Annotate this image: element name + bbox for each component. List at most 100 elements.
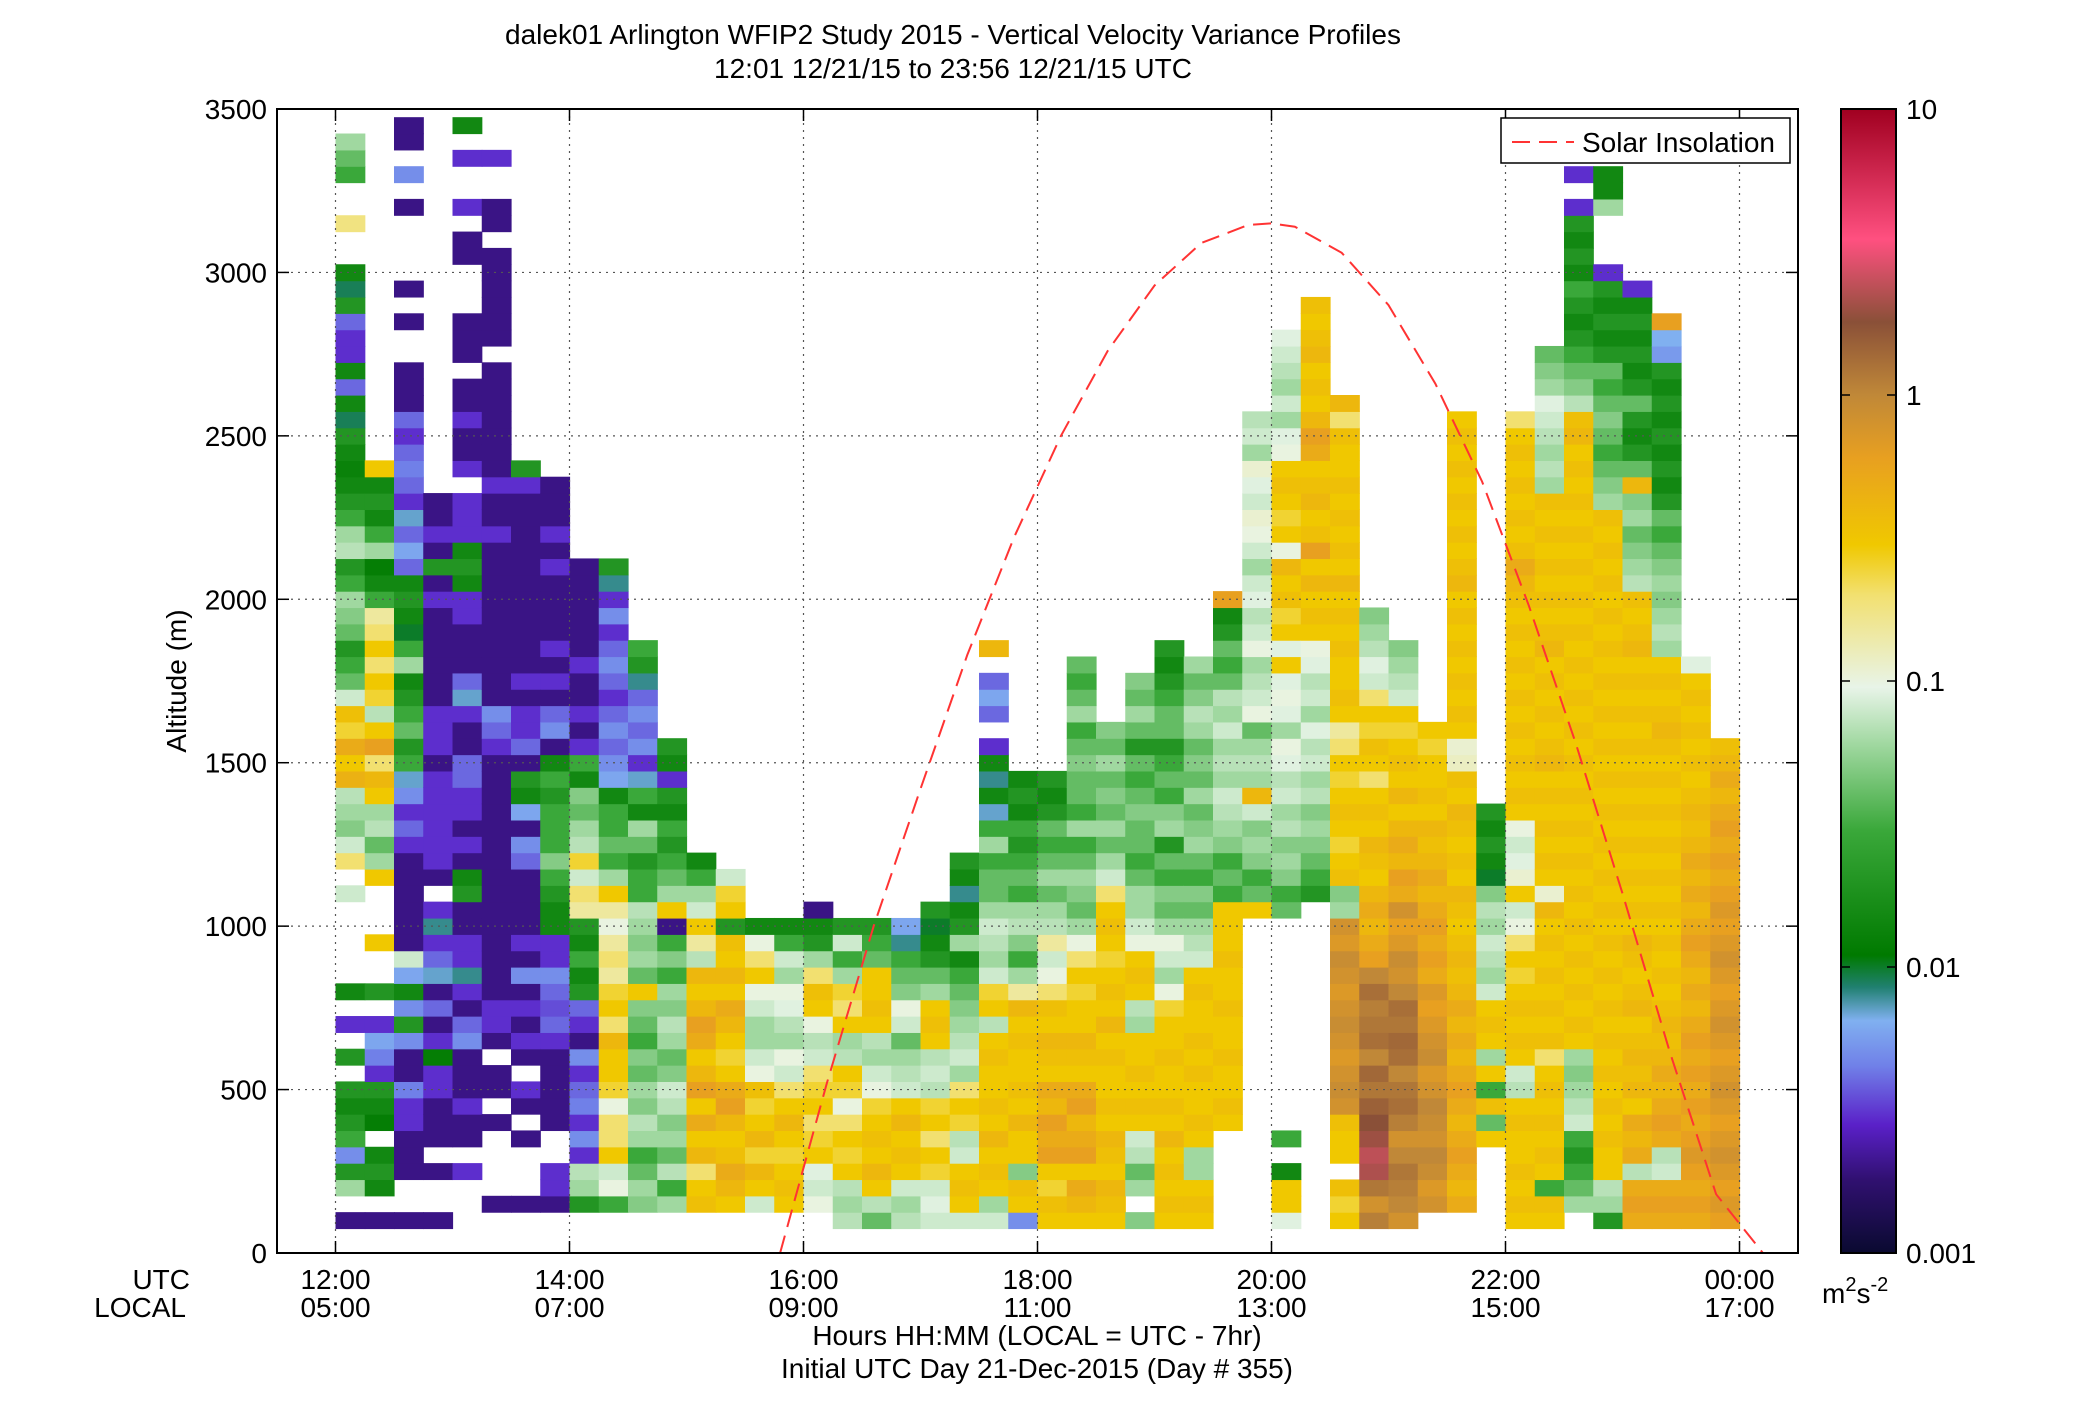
heatmap-cell: [1564, 1081, 1594, 1099]
heatmap-cell: [1622, 770, 1653, 788]
heatmap-cell: [1681, 689, 1711, 707]
heatmap-cell: [1622, 1032, 1653, 1050]
heatmap-cell: [949, 950, 980, 968]
heatmap-cell: [1388, 738, 1419, 756]
heatmap-cell: [1534, 476, 1565, 494]
heatmap-cell: [1271, 640, 1302, 658]
heatmap-cell: [569, 917, 600, 935]
heatmap-cell: [1651, 1146, 1682, 1164]
heatmap-cell: [452, 983, 483, 1001]
heatmap-cell: [628, 656, 658, 674]
heatmap-cell: [891, 934, 922, 952]
heatmap-cell: [1447, 1163, 1477, 1181]
heatmap-cell: [335, 705, 366, 723]
heatmap-cell: [1154, 787, 1185, 805]
heatmap-cell: [1417, 836, 1448, 854]
heatmap-cell: [1066, 836, 1097, 854]
heatmap-cell: [920, 950, 951, 968]
heatmap-cell: [686, 983, 717, 1001]
heatmap-cell: [1681, 656, 1711, 674]
heatmap-cell: [1534, 1065, 1565, 1082]
heatmap-cell: [481, 705, 512, 723]
heatmap-cell: [1564, 721, 1594, 739]
heatmap-cell: [1593, 182, 1624, 200]
heatmap-cell: [1183, 967, 1214, 984]
heatmap-cell: [949, 901, 980, 919]
heatmap-cell: [481, 770, 512, 788]
heatmap-cell: [1359, 1146, 1390, 1164]
heatmap-cell: [1651, 525, 1682, 543]
heatmap-cell: [1447, 787, 1477, 805]
heatmap-cell: [511, 558, 541, 576]
heatmap-cell: [979, 819, 1009, 837]
heatmap-cell: [1213, 1016, 1243, 1033]
heatmap-cell: [1037, 1114, 1068, 1132]
heatmap-cell: [394, 689, 424, 707]
heatmap-cell: [394, 493, 424, 510]
heatmap-cell: [1271, 1195, 1302, 1213]
heatmap-cell: [598, 738, 629, 756]
heatmap-cell: [1008, 1195, 1039, 1213]
heatmap-cell: [715, 950, 746, 968]
heatmap-cell: [1271, 885, 1302, 903]
heatmap-cell: [1154, 1212, 1185, 1230]
colorbar-tick-label: 1: [1906, 380, 1922, 411]
heatmap-cell: [1037, 1179, 1068, 1197]
x-axis-ticks: 12:0005:0014:0007:0016:0009:0018:0011:00…: [300, 109, 1775, 1323]
heatmap-cell: [1096, 868, 1126, 886]
heatmap-cell: [1417, 1195, 1448, 1213]
heatmap-cell: [452, 770, 483, 788]
heatmap-cell: [1534, 950, 1565, 968]
heatmap-cell: [1330, 836, 1360, 854]
heatmap-cell: [452, 1048, 483, 1066]
heatmap-cell: [394, 117, 424, 135]
heatmap-cell: [1359, 1212, 1390, 1230]
heatmap-cell: [452, 852, 483, 870]
heatmap-cell: [1300, 705, 1331, 723]
heatmap-cell: [1681, 917, 1711, 935]
heatmap-cell: [657, 950, 688, 968]
heatmap-cell: [1447, 705, 1477, 723]
heatmap-cell: [423, 999, 454, 1017]
heatmap-cell: [1417, 803, 1448, 821]
heatmap-cell: [423, 1212, 454, 1230]
heatmap-cell: [598, 787, 629, 805]
heatmap-cell: [540, 509, 571, 527]
heatmap-cell: [628, 672, 658, 690]
heatmap-cell: [1359, 950, 1390, 968]
heatmap-cell: [1183, 1097, 1214, 1115]
heatmap-cell: [540, 754, 571, 772]
heatmap-cell: [1330, 542, 1360, 560]
heatmap-cell: [1271, 1179, 1302, 1197]
heatmap-cell: [364, 623, 395, 641]
heatmap-cell: [394, 1048, 424, 1066]
heatmap-cell: [979, 705, 1009, 723]
heatmap-cell: [1183, 656, 1214, 674]
heatmap-cell: [1447, 770, 1477, 788]
heatmap-cell: [423, 558, 454, 576]
heatmap-cell: [1125, 787, 1156, 805]
heatmap-cell: [979, 1097, 1009, 1115]
heatmap-cell: [1593, 770, 1624, 788]
heatmap-cell: [364, 574, 395, 592]
heatmap-cell: [1330, 754, 1360, 772]
heatmap-cell: [364, 738, 395, 756]
heatmap-cell: [1593, 1179, 1624, 1197]
heatmap-cell: [394, 852, 424, 870]
heatmap-cell: [1534, 983, 1565, 1001]
x-tick-label-local: 07:00: [534, 1292, 604, 1323]
heatmap-cell: [891, 1097, 922, 1115]
heatmap-cell: [1330, 868, 1360, 886]
heatmap-cell: [1242, 819, 1273, 837]
heatmap-cell: [1447, 1195, 1477, 1213]
heatmap-cell: [1417, 1065, 1448, 1082]
heatmap-cell: [335, 1179, 366, 1197]
heatmap-cell: [1066, 803, 1097, 821]
heatmap-cell: [774, 1065, 805, 1082]
heatmap-cell: [1154, 836, 1185, 854]
heatmap-cell: [1330, 460, 1360, 478]
heatmap-cell: [1388, 1163, 1419, 1181]
heatmap-cell: [715, 1065, 746, 1082]
x-tick-label-utc: 16:00: [768, 1264, 838, 1295]
heatmap-cell: [628, 1179, 658, 1197]
